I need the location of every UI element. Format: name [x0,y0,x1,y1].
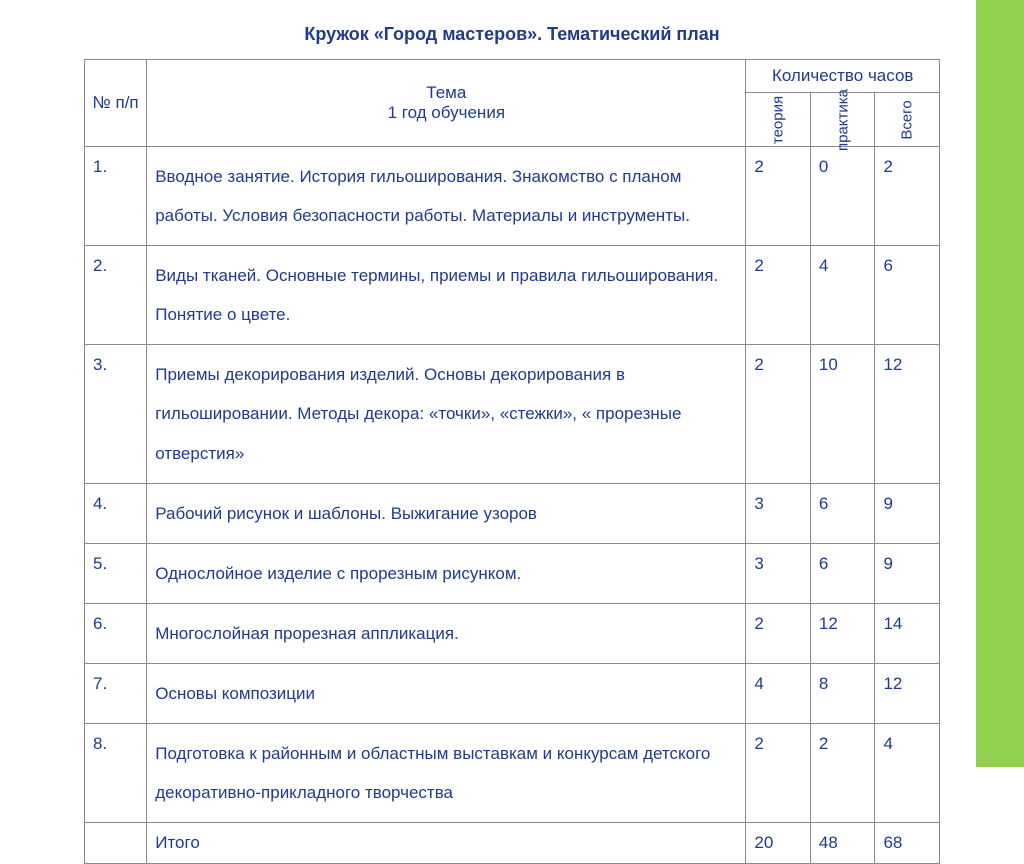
cell-total: 4 [875,724,940,823]
cell-num: 7. [85,663,147,723]
cell-theory: 2 [746,246,811,345]
cell-topic: Виды тканей. Основные термины, приемы и … [147,246,746,345]
cell-practice: 2 [810,724,875,823]
cell-total: 9 [875,543,940,603]
cell-num: 2. [85,246,147,345]
cell-topic: Подготовка к районным и областным выстав… [147,724,746,823]
cell-num: 1. [85,147,147,246]
col-header-practice: практика [810,93,875,147]
table-row: 6.Многослойная прорезная аппликация.2121… [85,603,940,663]
cell-topic: Вводное занятие. История гильоширования.… [147,147,746,246]
cell-theory: 2 [746,147,811,246]
col-header-total: Всего [875,93,940,147]
col-header-topic-line2: 1 год обучения [388,103,505,122]
table-row: 1.Вводное занятие. История гильошировани… [85,147,940,246]
col-header-topic: Тема 1 год обучения [147,60,746,147]
cell-num: 4. [85,483,147,543]
table-row: 7.Основы композиции4812 [85,663,940,723]
accent-bar [976,0,1024,767]
cell-practice: 6 [810,483,875,543]
cell-topic: Рабочий рисунок и шаблоны. Выжигание узо… [147,483,746,543]
col-header-num: № п/п [85,60,147,147]
cell-topic: Однослойное изделие с прорезным рисунком… [147,543,746,603]
cell-total: 9 [875,483,940,543]
cell-topic: Итого [147,823,746,864]
col-header-hours: Количество часов [746,60,940,93]
table-row-footer: Итого204868 [85,823,940,864]
cell-num: 6. [85,603,147,663]
cell-topic: Основы композиции [147,663,746,723]
cell-total: 12 [875,663,940,723]
cell-num [85,823,147,864]
cell-theory: 4 [746,663,811,723]
col-header-total-text: Всего [899,100,916,139]
cell-theory: 20 [746,823,811,864]
cell-practice: 8 [810,663,875,723]
cell-practice: 12 [810,603,875,663]
cell-theory: 2 [746,724,811,823]
cell-total: 2 [875,147,940,246]
cell-practice: 48 [810,823,875,864]
thematic-plan-table: № п/п Тема 1 год обучения Количество час… [84,59,940,864]
cell-practice: 6 [810,543,875,603]
cell-num: 8. [85,724,147,823]
col-header-num-text: № п/п [93,93,139,112]
table-container: № п/п Тема 1 год обучения Количество час… [0,59,1024,864]
table-row: 2.Виды тканей. Основные термины, приемы … [85,246,940,345]
table-row: 3.Приемы декорирования изделий. Основы д… [85,345,940,483]
cell-num: 3. [85,345,147,483]
cell-practice: 0 [810,147,875,246]
table-row: 4.Рабочий рисунок и шаблоны. Выжигание у… [85,483,940,543]
cell-practice: 10 [810,345,875,483]
table-row: 8. Подготовка к районным и областным выс… [85,724,940,823]
col-header-theory-text: теория [770,95,787,143]
cell-topic: Приемы декорирования изделий. Основы дек… [147,345,746,483]
cell-theory: 3 [746,483,811,543]
cell-topic: Многослойная прорезная аппликация. [147,603,746,663]
cell-num: 5. [85,543,147,603]
cell-practice: 4 [810,246,875,345]
col-header-topic-line1: Тема [426,83,466,102]
col-header-practice-text: практика [834,88,851,150]
cell-theory: 2 [746,345,811,483]
table-row: 5.Однослойное изделие с прорезным рисунк… [85,543,940,603]
cell-total: 68 [875,823,940,864]
cell-total: 6 [875,246,940,345]
page-title: Кружок «Город мастеров». Тематический пл… [0,0,1024,59]
cell-total: 14 [875,603,940,663]
cell-theory: 3 [746,543,811,603]
col-header-theory: теория [746,93,811,147]
cell-total: 12 [875,345,940,483]
cell-theory: 2 [746,603,811,663]
